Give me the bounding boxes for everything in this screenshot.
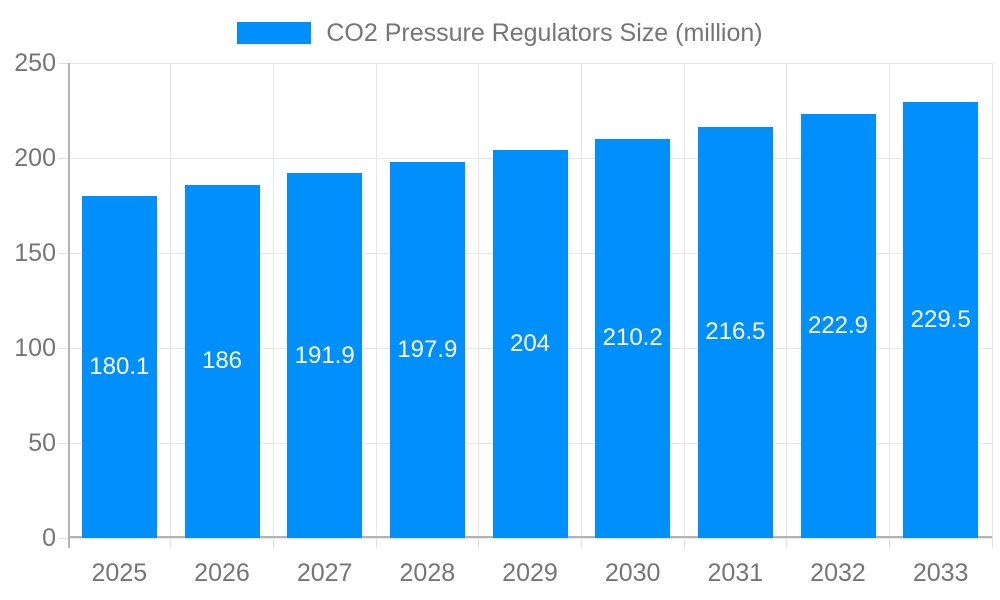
x-tick-mark — [375, 538, 377, 548]
x-tick-mark — [478, 538, 480, 548]
x-axis-tick-label: 2030 — [604, 559, 661, 587]
y-axis-tick-label: 0 — [42, 524, 56, 552]
y-tick-mark — [58, 252, 68, 254]
bar-value-label: 204 — [509, 330, 551, 358]
bar[interactable]: 216.5 — [697, 126, 773, 538]
bar-value-label: 191.9 — [294, 341, 355, 369]
x-axis-tick-label: 2033 — [912, 559, 969, 587]
y-gridline — [68, 62, 992, 64]
x-axis-tick-label: 2026 — [194, 559, 250, 587]
x-axis-tick-label: 2032 — [810, 559, 866, 587]
x-axis-tick-label: 2028 — [399, 559, 456, 587]
bar[interactable]: 204 — [492, 150, 568, 538]
x-gridline — [170, 63, 172, 538]
bar-value-label: 186 — [201, 347, 243, 375]
y-tick-mark — [58, 537, 68, 539]
bar-value-label: 180.1 — [89, 352, 150, 380]
bar[interactable]: 191.9 — [287, 173, 363, 538]
x-tick-mark — [580, 538, 582, 548]
bar[interactable]: 186 — [184, 184, 260, 538]
y-tick-mark — [58, 157, 68, 159]
bar-value-label: 210.2 — [602, 324, 663, 352]
x-axis-tick-label: 2031 — [707, 559, 764, 587]
y-tick-mark — [58, 62, 68, 64]
plot-area: 0 50 100 150 200 250 180.1 186 191.9 197.9 204 210.… — [14, 49, 993, 587]
x-gridline — [478, 63, 480, 538]
x-gridline — [991, 63, 993, 538]
x-axis-tick-label: 2025 — [91, 559, 148, 587]
y-axis-tick-label: 200 — [14, 144, 56, 172]
bar-value-label: 229.5 — [910, 305, 971, 333]
x-axis-tick-label: 2029 — [502, 559, 558, 587]
x-gridline — [888, 63, 890, 538]
x-tick-mark — [683, 538, 685, 548]
x-axis-tick-label: 2027 — [296, 559, 353, 587]
x-gridline — [375, 63, 377, 538]
y-gridline — [68, 537, 992, 539]
x-gridline — [580, 63, 582, 538]
y-tick-mark — [58, 347, 68, 349]
bar[interactable]: 229.5 — [903, 101, 979, 538]
bar[interactable]: 197.9 — [389, 161, 465, 538]
x-tick-mark — [991, 538, 993, 548]
bar[interactable]: 180.1 — [81, 195, 157, 538]
y-axis-tick-label: 250 — [14, 49, 56, 77]
bar-value-label: 216.5 — [705, 318, 766, 346]
y-axis-tick-label: 50 — [28, 429, 56, 457]
y-axis-line — [68, 63, 70, 548]
x-gridline — [786, 63, 788, 538]
legend-label: CO2 Pressure Regulators Size (million) — [326, 19, 763, 47]
bar[interactable]: 222.9 — [800, 114, 876, 538]
x-tick-mark — [786, 538, 788, 548]
x-tick-mark — [170, 538, 172, 548]
x-tick-mark — [272, 538, 274, 548]
x-gridline — [272, 63, 274, 538]
bar[interactable]: 210.2 — [595, 138, 671, 538]
y-tick-mark — [58, 442, 68, 444]
x-gridline — [683, 63, 685, 538]
chart-legend[interactable]: CO2 Pressure Regulators Size (million) — [0, 16, 1000, 50]
y-axis-tick-label: 100 — [14, 334, 56, 362]
legend-swatch — [237, 22, 312, 44]
bar-value-label: 222.9 — [807, 312, 869, 340]
y-axis-tick-label: 150 — [14, 239, 56, 267]
bar-value-label: 197.9 — [397, 335, 458, 363]
x-tick-mark — [888, 538, 890, 548]
